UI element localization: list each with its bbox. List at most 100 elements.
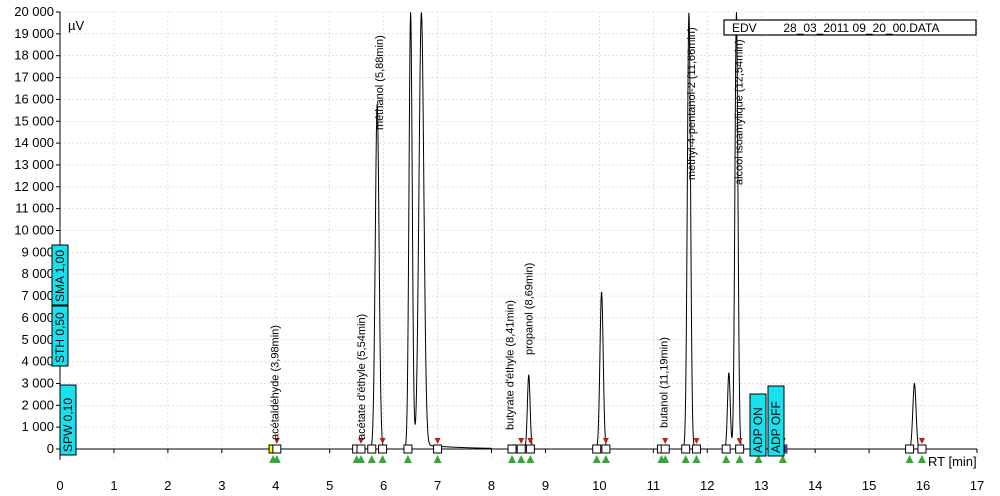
peak-label: butanol (11,19min) (659, 337, 671, 428)
integration-marker (525, 444, 535, 454)
x-tick-label: 1 (110, 478, 117, 493)
x-tick-label: 0 (56, 478, 63, 493)
peak-end-marker (357, 438, 364, 444)
peak-start-marker (378, 455, 387, 463)
y-tick-label: 2 000 (21, 397, 54, 412)
peak-start-marker (692, 455, 701, 463)
integration-marker (367, 444, 377, 454)
peak-start-marker (592, 455, 601, 463)
peak-start-marker (681, 455, 690, 463)
integration-marker (507, 444, 517, 454)
x-tick-label: 11 (647, 478, 661, 493)
axes (59, 12, 977, 460)
peak-start-marker (778, 455, 787, 463)
peak-start-marker (272, 455, 281, 463)
y-tick-label: 4 000 (21, 354, 54, 369)
event-box-label: SMA 1,00 (53, 250, 67, 302)
y-tick-label: 19 000 (14, 26, 54, 41)
x-tick-label: 14 (808, 478, 822, 493)
peak-start-marker (722, 455, 731, 463)
y-tick-label: 13 000 (14, 157, 54, 172)
peak-label: méthyl-4-pentanol-2 (11,66min) (686, 27, 698, 180)
peak-end-marker (602, 438, 609, 444)
x-tick-labels: 0 1 2 3 4 5 6 7 8 9 10 11 12 13 14 15 16 17 (56, 449, 984, 493)
peak-end-marker (273, 438, 280, 444)
peak-start-marker (356, 455, 365, 463)
x-tick-label: 12 (700, 478, 714, 493)
peak-end-marker (736, 438, 743, 444)
event-boxes: SPW 0,10 STH 0,50 SMA 1,00 ADP ON ADP OFF (51, 244, 785, 457)
grid (59, 11, 978, 460)
peak-start-marker (526, 455, 535, 463)
x-tick-label: 10 (592, 478, 606, 493)
integration-marker (660, 444, 670, 454)
integration-marker (592, 444, 602, 454)
y-tick-label: 12 000 (14, 179, 54, 194)
integration-marker (905, 444, 915, 454)
y-tick-label: 16 000 (14, 91, 54, 106)
y-tick-label: 3 000 (21, 375, 54, 390)
x-tick-label: 17 (970, 478, 984, 493)
y-tick-label: 14 000 (14, 135, 54, 150)
integration-marker (692, 444, 702, 454)
peak-start-marker (661, 455, 670, 463)
file-label-box: EDV 28_03_2011 09_20_00.DATA (723, 19, 977, 36)
x-tick-label: 6 (380, 478, 387, 493)
x-tick-label: 13 (754, 478, 768, 493)
peak-label: méthanol (5,88min) (374, 35, 386, 130)
integration-marker (681, 444, 691, 454)
peak-end-marker (918, 438, 925, 444)
y-tick-labels: 0 1 000 2 000 3 000 4 000 5 000 6 000 7 000 8 00… (14, 4, 60, 456)
peak-start-marker (433, 455, 442, 463)
x-tick-label: 3 (218, 478, 225, 493)
x-tick-label: 7 (434, 478, 441, 493)
event-box-label: ADP ON (751, 407, 765, 453)
integration-marker (356, 444, 366, 454)
file-label: EDV 28_03_2011 09_20_00.DATA (732, 21, 939, 35)
event-box: ADP ON (749, 393, 767, 457)
y-tick-label: 5 000 (21, 332, 54, 347)
y-tick-label: 20 000 (14, 4, 54, 19)
peak-start-marker (917, 455, 926, 463)
y-tick-label: 17 000 (14, 70, 54, 85)
x-tick-label: 16 (916, 478, 930, 493)
integration-marker (601, 444, 611, 454)
peak-start-marker (403, 455, 412, 463)
integration-marker (516, 444, 526, 454)
x-tick-label: 5 (326, 478, 333, 493)
peak-label: acétate d'éthyle (5,54min) (356, 314, 368, 440)
peak-start-marker (601, 455, 610, 463)
y-tick-label: 11 000 (15, 201, 54, 216)
x-tick-label: 8 (488, 478, 495, 493)
y-tick-label: 6 000 (21, 310, 54, 325)
y-tick-label: 1 000 (21, 419, 54, 434)
y-tick-label: 9 000 (21, 244, 54, 259)
y-unit-label: µV (68, 18, 84, 33)
peak-start-marker (508, 455, 517, 463)
integration-markers (268, 438, 927, 463)
peak-label: acétaldéhyde (3,98min) (270, 325, 282, 440)
peak-end-marker (662, 438, 669, 444)
peak-end-marker (379, 438, 386, 444)
peak-label: propanol (8,69min) (524, 263, 536, 355)
event-box: SPW 0,10 (59, 384, 77, 456)
x-tick-label: 9 (542, 478, 549, 493)
peak-start-marker (905, 455, 914, 463)
x-tick-label: 4 (272, 478, 279, 493)
peak-end-marker (693, 438, 700, 444)
peak-end-marker (527, 438, 534, 444)
y-tick-label: 10 000 (14, 223, 54, 238)
x-tick-label: 2 (164, 478, 171, 493)
integration-marker (272, 444, 282, 454)
y-tick-label: 8 000 (21, 266, 54, 281)
integration-marker (917, 444, 927, 454)
peak-start-marker (754, 455, 763, 463)
integration-marker (433, 444, 443, 454)
peak-start-marker (517, 455, 526, 463)
event-box-label: STH 0,50 (53, 312, 67, 363)
peak-labels: acétaldéhyde (3,98min) acétate d'éthyle (… (270, 27, 746, 440)
event-box: ADP OFF (767, 385, 785, 457)
integration-marker (378, 444, 388, 454)
integration-marker (721, 444, 731, 454)
